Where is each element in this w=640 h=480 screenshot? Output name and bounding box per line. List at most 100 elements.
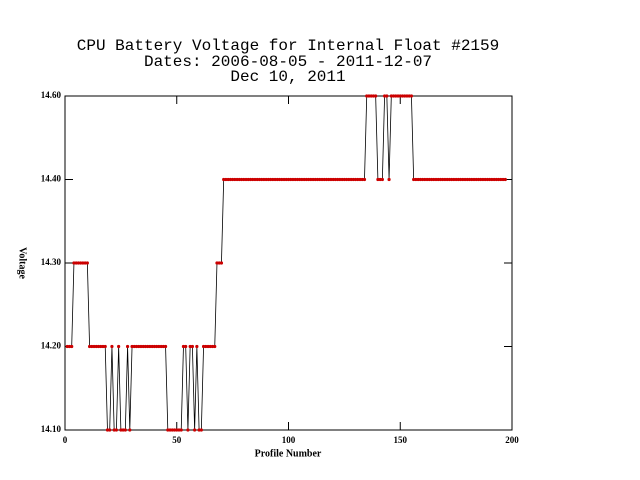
data-point <box>222 177 226 182</box>
data-point <box>416 177 420 182</box>
data-point <box>85 261 89 265</box>
x-axis-label: Profile Number <box>255 448 322 459</box>
data-point <box>70 344 74 349</box>
data-point <box>206 344 210 349</box>
data-point <box>302 177 306 182</box>
y-axis-label: Voltage <box>17 247 28 279</box>
data-point <box>264 177 268 182</box>
data-point <box>470 177 474 182</box>
data-point <box>315 177 320 182</box>
data-point <box>396 94 400 98</box>
y-tick-label: 14.10 <box>41 424 62 434</box>
data-point <box>213 344 217 349</box>
data-point <box>298 177 302 182</box>
data-point <box>456 177 460 182</box>
y-tick-label: 14.60 <box>41 90 62 100</box>
data-point <box>219 261 224 265</box>
data-point <box>461 177 465 182</box>
data-point <box>376 177 380 182</box>
data-point <box>231 177 235 182</box>
data-point <box>92 344 96 349</box>
data-point <box>248 177 253 182</box>
data-point <box>385 94 389 98</box>
data-point <box>483 177 487 182</box>
data-point <box>307 177 311 182</box>
data-point <box>479 177 483 182</box>
data-point <box>226 177 230 182</box>
data-point <box>79 261 83 265</box>
data-point <box>186 428 190 432</box>
data-point <box>450 177 454 182</box>
data-point <box>458 177 463 182</box>
data-point <box>199 428 203 432</box>
data-point <box>284 177 288 182</box>
data-point <box>358 177 362 182</box>
data-point <box>217 261 221 265</box>
data-point <box>345 177 349 182</box>
data-point <box>90 344 94 349</box>
y-tick-label: 14.20 <box>41 341 62 351</box>
data-point <box>132 344 136 349</box>
x-tick-label: 50 <box>172 435 182 445</box>
data-point <box>96 344 101 349</box>
data-point <box>327 177 331 182</box>
data-point <box>452 177 456 182</box>
data-point <box>322 177 326 182</box>
data-line <box>67 95 506 431</box>
data-point <box>193 428 197 432</box>
data-point <box>228 177 232 182</box>
data-point <box>465 177 469 182</box>
data-point <box>353 177 358 182</box>
data-point <box>503 177 507 182</box>
data-point <box>128 428 132 432</box>
data-point <box>215 261 219 265</box>
data-point <box>72 261 76 265</box>
data-point <box>488 177 492 182</box>
data-point <box>83 261 87 265</box>
data-point <box>447 177 452 182</box>
data-point <box>365 94 369 98</box>
data-point <box>141 344 145 349</box>
data-point <box>266 177 270 182</box>
data-point <box>257 177 262 182</box>
data-point <box>235 177 239 182</box>
chart-subtitle: Dates: 2006-08-05 - 2011-12-07 <box>144 53 432 71</box>
data-point <box>360 177 364 182</box>
data-point <box>105 428 110 432</box>
data-point <box>367 94 371 98</box>
data-point <box>188 344 192 349</box>
data-point <box>170 428 174 432</box>
data-point <box>336 177 340 182</box>
data-point <box>429 177 434 182</box>
data-point <box>108 428 112 432</box>
data-point <box>313 177 317 182</box>
data-point <box>362 177 367 182</box>
data-point <box>179 428 183 432</box>
data-point <box>311 177 315 182</box>
data-point <box>405 94 409 98</box>
data-point <box>201 344 206 349</box>
data-point <box>374 94 378 98</box>
data-point <box>255 177 259 182</box>
data-point <box>347 177 351 182</box>
data-point <box>425 177 429 182</box>
data-point <box>195 344 199 349</box>
data-point <box>143 344 148 349</box>
data-point <box>81 261 85 265</box>
data-point <box>378 177 382 182</box>
y-tick-label: 14.30 <box>41 257 62 267</box>
data-point <box>94 344 98 349</box>
data-point <box>304 177 308 182</box>
data-point <box>137 344 141 349</box>
data-point <box>432 177 436 182</box>
data-point <box>175 428 179 432</box>
data-point <box>499 177 503 182</box>
data-point <box>65 344 69 349</box>
data-point <box>253 177 257 182</box>
data-point <box>481 177 485 182</box>
data-point <box>412 177 416 182</box>
data-point <box>242 177 246 182</box>
data-point <box>101 344 105 349</box>
data-point <box>400 94 405 98</box>
data-point <box>300 177 304 182</box>
